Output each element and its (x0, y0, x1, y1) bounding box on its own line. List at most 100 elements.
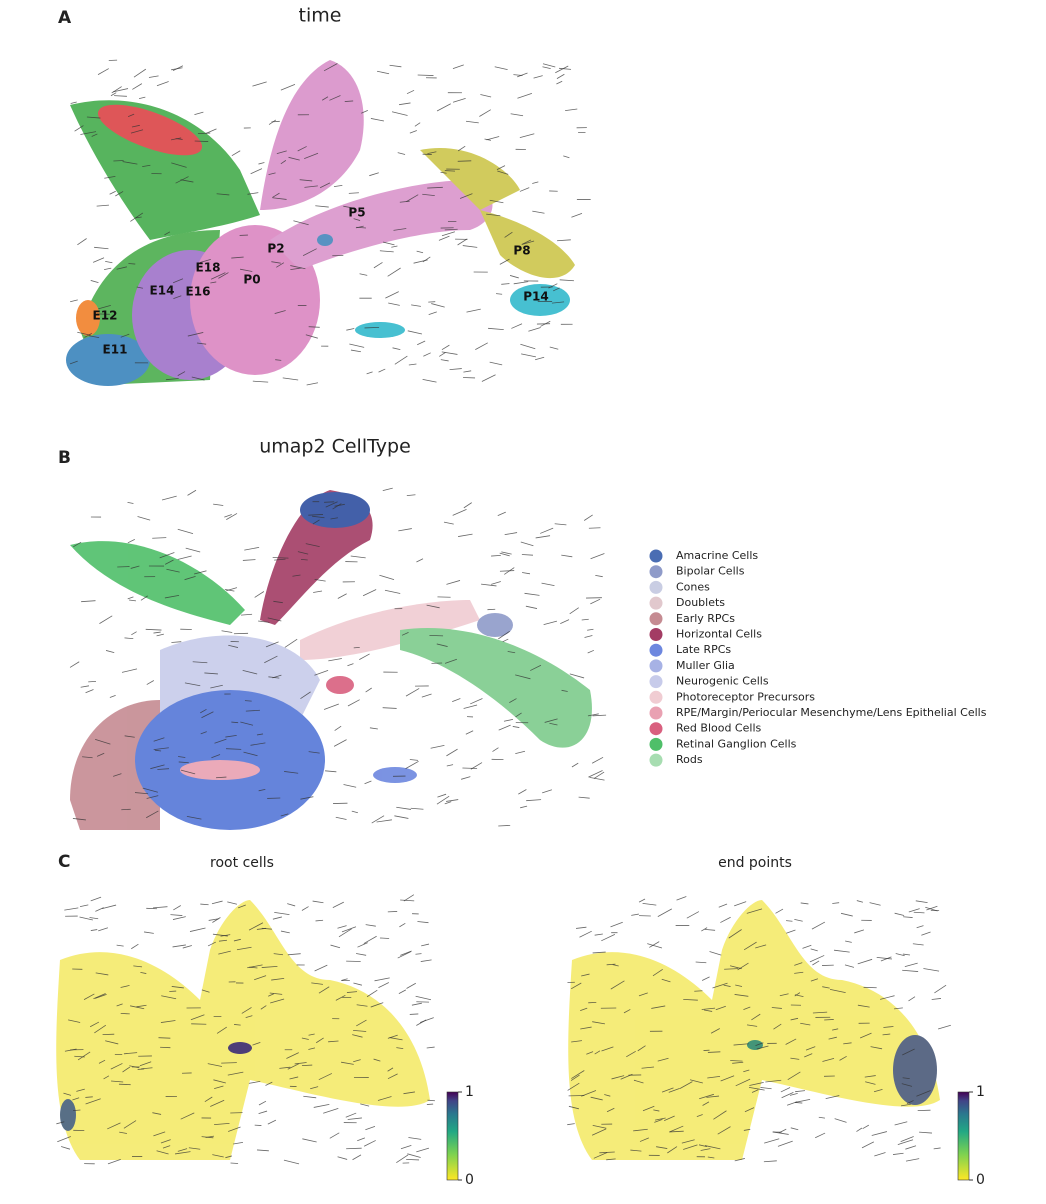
cluster (300, 492, 370, 528)
arrow (905, 963, 918, 966)
arrow (495, 67, 508, 70)
arrow (338, 594, 347, 599)
arrow (522, 555, 533, 556)
arrow (315, 206, 328, 207)
arrow (526, 606, 537, 608)
arrow (898, 1140, 913, 1145)
arrow (921, 932, 930, 935)
arrow (520, 188, 529, 192)
arrow (442, 232, 455, 236)
arrow (431, 745, 445, 748)
arrow (366, 688, 372, 692)
arrow (399, 923, 405, 927)
arrow (870, 903, 881, 906)
arrow (590, 599, 600, 604)
arrow (349, 344, 364, 347)
arrow (102, 905, 116, 909)
arrow (105, 261, 112, 262)
arrow (631, 914, 639, 915)
arrow (702, 977, 709, 981)
arrow (534, 76, 543, 79)
arrow (212, 901, 223, 904)
arrow (934, 1148, 941, 1149)
arrow (198, 133, 210, 134)
arrow (128, 502, 134, 503)
arrow (393, 348, 401, 350)
arrow (677, 896, 687, 900)
arrow (560, 620, 569, 624)
arrow (269, 120, 276, 125)
umap-end (568, 900, 940, 1160)
arrow (379, 369, 386, 372)
legend-label: Amacrine Cells (676, 549, 758, 562)
arrow (307, 383, 318, 385)
density-hot (893, 1035, 937, 1105)
arrow (480, 95, 491, 97)
arrow (584, 515, 592, 521)
arrow (913, 944, 924, 945)
legend-label: Neurogenic Cells (676, 675, 769, 688)
arrow (147, 680, 154, 684)
arrow (421, 960, 432, 962)
arrow (730, 1061, 742, 1062)
legend-swatch (650, 628, 663, 641)
arrow (302, 1139, 316, 1142)
arrow (407, 1154, 420, 1158)
arrow (491, 555, 501, 556)
arrow (856, 1128, 861, 1132)
legend-label: Horizontal Cells (676, 628, 762, 641)
arrow (595, 575, 602, 576)
arrow (467, 309, 481, 312)
arrow (917, 926, 924, 928)
arrow (862, 1142, 874, 1148)
cluster (477, 613, 513, 637)
arrow (579, 931, 591, 937)
arrow (458, 146, 465, 151)
arrow (895, 1122, 908, 1125)
legend-label: Rods (676, 753, 703, 766)
arrow (111, 93, 116, 96)
arrow (591, 553, 605, 558)
arrow (407, 90, 414, 93)
arrow (705, 929, 715, 930)
arrow (281, 84, 295, 90)
arrow (183, 946, 192, 949)
arrow (408, 331, 422, 334)
arrow (791, 1128, 798, 1130)
arrow (396, 1155, 408, 1163)
legend-swatch (650, 612, 663, 625)
arrow (412, 1003, 422, 1005)
arrow (353, 1155, 361, 1160)
arrow (383, 242, 394, 245)
arrow (786, 921, 792, 922)
arrow (496, 294, 502, 295)
arrow (901, 1137, 914, 1142)
time-label: E14 (150, 284, 175, 298)
plot-title: end points (718, 855, 792, 871)
arrow (117, 945, 124, 946)
arrow (138, 517, 151, 521)
arrow (410, 131, 417, 134)
arrow (570, 608, 579, 614)
arrow (324, 502, 334, 503)
arrow (379, 575, 394, 579)
arrow (458, 534, 472, 536)
arrow (874, 1152, 885, 1156)
arrow (501, 284, 509, 285)
arrow (589, 528, 601, 529)
arrow (463, 371, 471, 372)
arrow (401, 1145, 411, 1148)
arrow (351, 350, 361, 352)
arrow (243, 560, 256, 561)
arrow (841, 913, 853, 916)
arrow (231, 1163, 239, 1164)
arrow (139, 97, 145, 99)
arrow (429, 635, 443, 636)
arrow (550, 347, 558, 349)
arrow (375, 978, 390, 981)
arrow (514, 282, 528, 284)
arrow (407, 983, 416, 988)
arrow (764, 1161, 777, 1162)
arrow (532, 211, 544, 213)
